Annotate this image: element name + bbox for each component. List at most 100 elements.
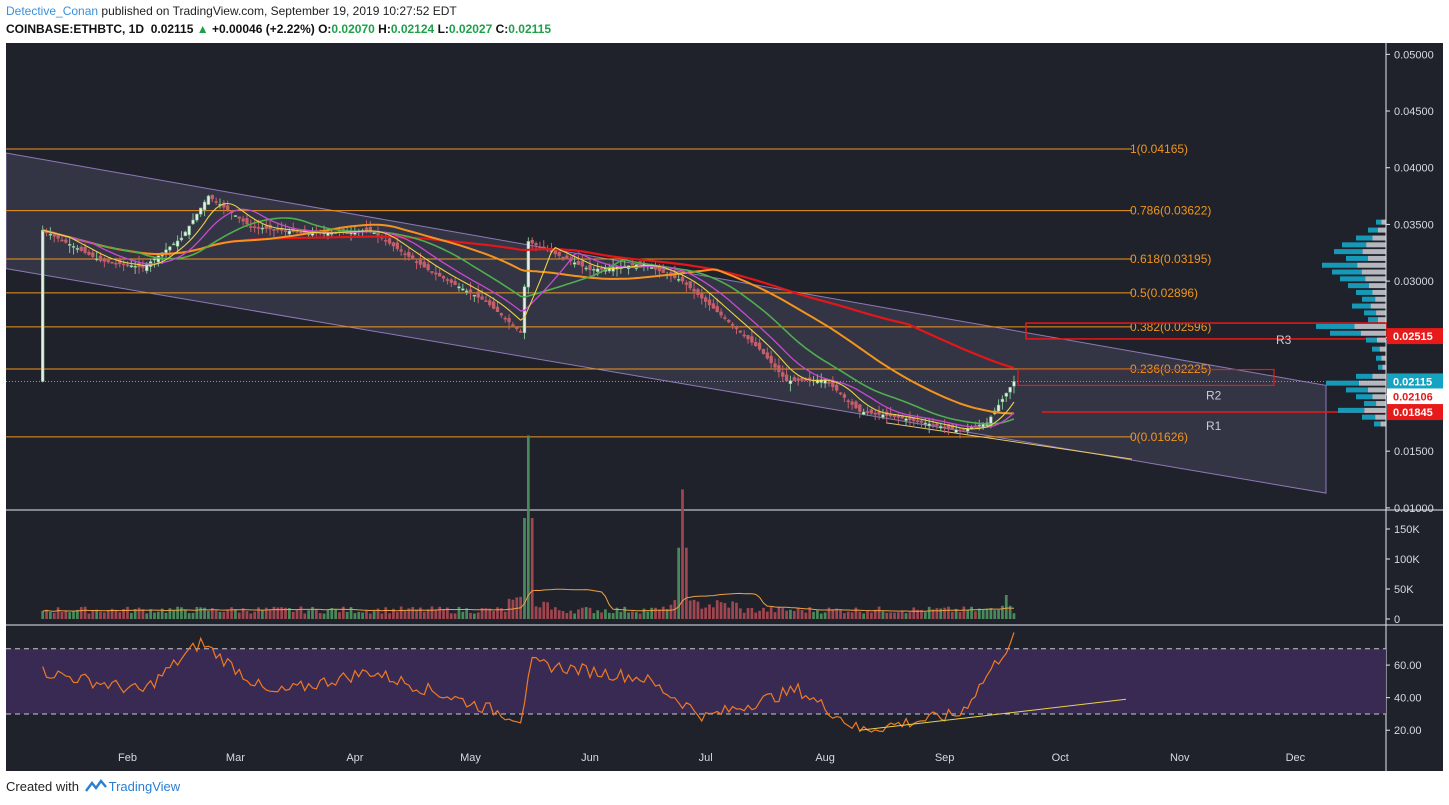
candle — [372, 232, 376, 235]
price-tag — [1387, 404, 1443, 421]
open-value: 0.02070 — [331, 22, 375, 36]
price-tag-label: 0.02515 — [1393, 331, 1433, 343]
volume-bar — [257, 607, 260, 619]
volume-profile-bar — [1356, 289, 1373, 295]
candle — [904, 418, 908, 421]
volume-profile-bar — [1352, 303, 1371, 309]
volume-bar — [380, 613, 384, 619]
volume-bar — [334, 609, 337, 619]
volume-bar — [669, 604, 673, 619]
volume-bar — [885, 612, 889, 619]
volume-bar — [538, 607, 542, 619]
candle — [750, 336, 754, 343]
candle — [561, 256, 565, 259]
candle — [534, 243, 538, 246]
volume-bar — [492, 611, 495, 619]
volume-profile-bar — [1376, 355, 1382, 361]
author-link[interactable]: Detective_Conan — [6, 4, 99, 18]
candle — [434, 272, 438, 275]
volume-bar — [708, 604, 711, 619]
volume-bar — [1008, 605, 1012, 619]
volume-bar — [954, 608, 958, 619]
candle — [850, 401, 854, 405]
candle — [572, 262, 577, 265]
volume-bar — [476, 612, 480, 619]
candle — [233, 215, 238, 217]
volume-bar — [365, 609, 368, 619]
x-axis-label: Feb — [118, 752, 137, 764]
candle — [754, 342, 758, 347]
candle — [858, 404, 862, 412]
volume-profile-bar — [1356, 394, 1373, 400]
volume-profile-bar — [1346, 387, 1368, 393]
volume-bar — [330, 608, 334, 619]
r2-label: R2 — [1206, 389, 1222, 403]
price-tag — [1387, 388, 1443, 405]
volume-profile-bar — [1362, 296, 1376, 302]
support-trendline — [885, 422, 1133, 460]
ma-purple-line — [42, 208, 1015, 429]
x-axis-label: Mar — [226, 752, 245, 764]
volume-bar — [881, 611, 885, 619]
created-with: Created with — [6, 779, 79, 794]
price-tag-label: 0.02115 — [1393, 376, 1432, 388]
volume-bar — [338, 612, 341, 619]
volume-profile-bar — [1368, 255, 1386, 261]
candle — [962, 428, 966, 431]
candle — [391, 242, 396, 247]
volume-bar — [831, 609, 835, 619]
volume-profile-bar — [1330, 330, 1361, 336]
volume-bar — [1012, 613, 1016, 619]
candle — [472, 294, 477, 297]
volume-ma-line — [42, 588, 1015, 612]
volume-bar — [615, 607, 619, 619]
volume-bar — [542, 601, 546, 619]
candle — [98, 255, 103, 261]
candle — [283, 230, 288, 232]
candle — [276, 228, 280, 231]
candle — [557, 251, 561, 256]
volume-bar — [199, 607, 203, 619]
candle — [661, 269, 665, 273]
volume-bar — [153, 612, 156, 619]
volume-profile-bar — [1377, 317, 1386, 323]
volume-profile-bar — [1342, 242, 1367, 248]
volume-bar — [642, 608, 646, 619]
candle — [927, 423, 931, 427]
volume-bar — [715, 600, 719, 619]
candle — [56, 234, 60, 239]
volume-bar — [947, 606, 950, 619]
candle — [919, 420, 924, 423]
volume-bar — [295, 609, 299, 619]
volume-bar — [623, 606, 627, 619]
volume-bar — [873, 609, 877, 619]
volume-bar — [696, 601, 700, 619]
volume-bar — [103, 612, 106, 619]
volume-profile-bar — [1368, 317, 1378, 323]
tradingview-link[interactable]: TradingView — [108, 779, 181, 794]
volume-profile-bar — [1381, 355, 1386, 361]
candle — [129, 265, 133, 268]
candle — [175, 240, 180, 247]
volume-bar — [866, 611, 869, 619]
candle — [187, 225, 191, 236]
candle — [125, 264, 130, 267]
volume-bar — [419, 607, 422, 619]
volume-bar — [723, 603, 727, 619]
candle — [414, 261, 419, 263]
volume-bar — [750, 608, 754, 619]
price-tag — [1387, 328, 1443, 345]
volume-profile-bar — [1375, 414, 1386, 420]
volume-bar — [1001, 605, 1004, 619]
chart-canvas[interactable]: 1(0.04165) 0.786(0.03622) 0.618(0.03195) 0.… — [6, 43, 1443, 771]
volume-profile-bar — [1366, 242, 1386, 248]
volume-profile-bar — [1381, 219, 1386, 225]
volume-bar — [704, 607, 707, 619]
volume-bar — [792, 610, 796, 619]
volume-bar — [357, 612, 361, 619]
volume-bar — [804, 612, 808, 619]
x-axis-label: Nov — [1170, 752, 1190, 764]
volume-bar — [927, 606, 931, 619]
candle — [152, 258, 157, 261]
volume-bar — [222, 611, 226, 619]
